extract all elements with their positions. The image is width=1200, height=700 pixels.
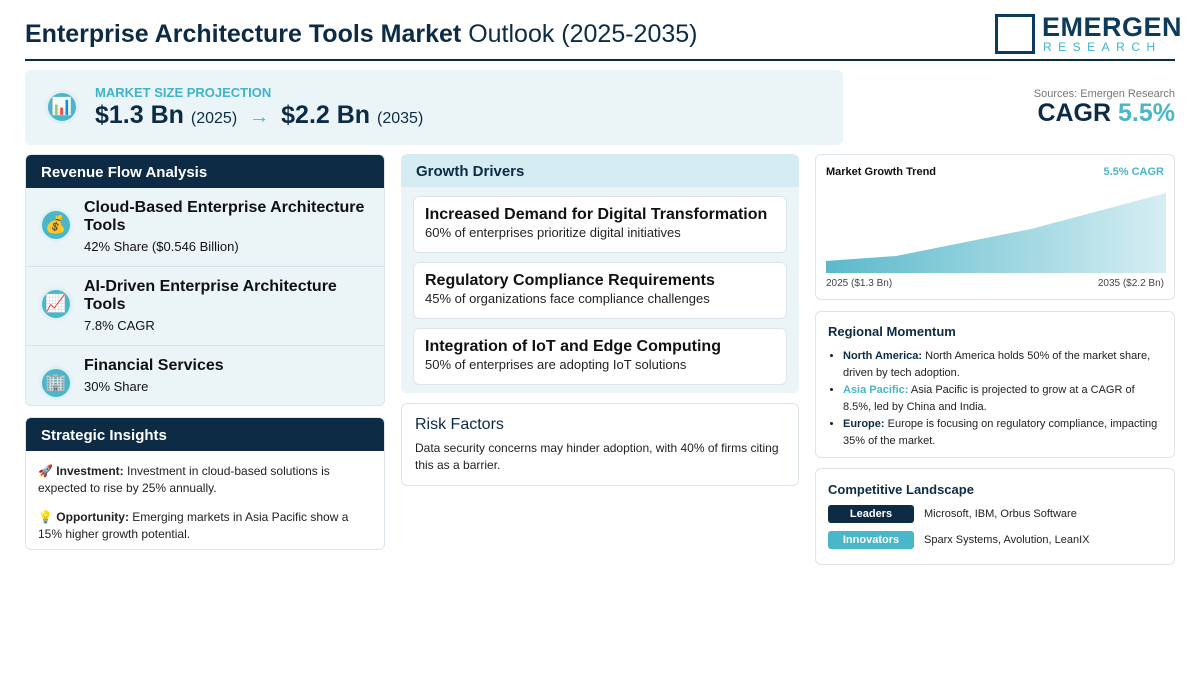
logo: EMERGEN RESEARCH bbox=[995, 12, 1182, 56]
section-title: Strategic Insights bbox=[26, 418, 384, 451]
driver: Increased Demand for Digital Transformat… bbox=[413, 196, 787, 253]
region-list: North America: North America holds 50% o… bbox=[828, 348, 1162, 450]
trend-card: Market Growth Trend 5.5% CAGR 2025 ($1.3… bbox=[815, 154, 1175, 300]
trend-title: Market Growth Trend bbox=[826, 166, 937, 178]
driver-text: 45% of organizations face compliance cha… bbox=[425, 291, 710, 306]
section-title: Growth Drivers bbox=[401, 154, 799, 187]
trend-area bbox=[826, 193, 1166, 273]
risk-factors: Risk Factors Data security concerns may … bbox=[401, 403, 799, 486]
logo-main: EMERGEN bbox=[1042, 12, 1183, 42]
end-value: $2.2 Bn bbox=[281, 101, 371, 129]
region-name: Asia Pacific: bbox=[843, 384, 909, 396]
logo-sub: RESEARCH bbox=[1043, 40, 1162, 54]
region-text: Europe is focusing on regulatory complia… bbox=[843, 418, 1158, 447]
item-icon: 📈 bbox=[39, 287, 73, 321]
projection-icon: 📊 bbox=[45, 90, 79, 124]
trend-start: 2025 ($1.3 Bn) bbox=[826, 278, 893, 289]
region-text: North America holds 50% of the market sh… bbox=[843, 350, 1151, 379]
section-title: Risk Factors bbox=[415, 416, 504, 433]
driver-title: Integration of IoT and Edge Computing bbox=[425, 338, 721, 355]
section-title: Competitive Landscape bbox=[828, 482, 974, 497]
risk-text: Data security concerns may hinder adopti… bbox=[415, 441, 779, 472]
area bbox=[826, 193, 1166, 273]
landscape-row: Innovators Sparx Systems, Avolution, Lean… bbox=[828, 531, 1162, 549]
driver-title: Increased Demand for Digital Transformat… bbox=[425, 206, 768, 223]
driver-title: Regulatory Compliance Requirements bbox=[425, 272, 715, 289]
insight: 🚀 Investment: Investment in cloud-based … bbox=[38, 463, 372, 497]
item-icon: 🏢 bbox=[39, 366, 73, 400]
insight-label: Opportunity: bbox=[56, 510, 129, 524]
growth-drivers: Growth Drivers Increased Demand for Digi… bbox=[401, 154, 799, 393]
title-rest: Outlook (2025-2035) bbox=[468, 20, 698, 48]
cagr-value: 5.5% bbox=[1118, 99, 1175, 127]
item-detail: 42% Share ($0.546 Billion) bbox=[84, 239, 239, 254]
item-detail: 30% Share bbox=[84, 379, 149, 394]
end-year: (2035) bbox=[377, 110, 424, 127]
region-item: Europe: Europe is focusing on regulatory… bbox=[843, 416, 1162, 450]
projection-values: $1.3 Bn (2025) → $2.2 Bn (2035) bbox=[95, 101, 423, 130]
item-icon: 💰 bbox=[39, 208, 73, 242]
section-title: Regional Momentum bbox=[828, 324, 956, 339]
region-item: North America: North America holds 50% o… bbox=[843, 348, 1162, 382]
region-text: Asia Pacific is projected to grow at a C… bbox=[843, 384, 1135, 413]
logo-box bbox=[995, 14, 1035, 54]
projection-label: MARKET SIZE PROJECTION bbox=[95, 85, 272, 100]
companies: Microsoft, IBM, Orbus Software bbox=[924, 508, 1077, 520]
region-name: North America: bbox=[843, 350, 923, 362]
driver: Integration of IoT and Edge Computing 50%… bbox=[413, 328, 787, 385]
landscape-row: Leaders Microsoft, IBM, Orbus Software bbox=[828, 505, 1162, 523]
start-year: (2025) bbox=[190, 110, 238, 127]
competitive-landscape: Competitive Landscape Leaders Microsoft, … bbox=[815, 468, 1175, 565]
page-title: Enterprise Architecture Tools Market Out… bbox=[25, 20, 698, 49]
trend-badge: 5.5% CAGR bbox=[1103, 166, 1164, 178]
region-name: Europe: bbox=[843, 418, 885, 430]
insight-text: Investment in cloud-based solutions is e… bbox=[38, 464, 330, 495]
cagr-label: CAGR bbox=[1037, 99, 1112, 127]
projection-panel: 📊 MARKET SIZE PROJECTION $1.3 Bn (2025) →… bbox=[25, 70, 843, 145]
tier-tag: Innovators bbox=[828, 531, 914, 549]
strategic-insights: Strategic Insights 🚀 Investment: Investm… bbox=[25, 417, 385, 550]
item-detail: 7.8% CAGR bbox=[84, 318, 155, 333]
regional-momentum: Regional Momentum North America: North A… bbox=[815, 311, 1175, 458]
item-name: Financial Services bbox=[84, 357, 224, 374]
cagr: CAGR 5.5% bbox=[1037, 99, 1175, 128]
section-title: Revenue Flow Analysis bbox=[26, 155, 384, 188]
insight-text: Emerging markets in Asia Pacific show a … bbox=[38, 510, 349, 541]
insight-icon: 🚀 bbox=[38, 464, 53, 478]
tier-tag: Leaders bbox=[828, 505, 914, 523]
start-value: $1.3 Bn bbox=[95, 101, 184, 129]
insight-icon: 💡 bbox=[38, 510, 53, 524]
driver: Regulatory Compliance Requirements 45% of… bbox=[413, 262, 787, 319]
insight-label: Investment: bbox=[56, 464, 124, 478]
sources: Sources: Emergen Research bbox=[1033, 88, 1175, 100]
item-name: Cloud-Based Enterprise Architecture Tool… bbox=[84, 199, 365, 234]
arrow: → bbox=[249, 106, 270, 128]
revenue-item: 💰 Cloud-Based Enterprise Architecture Too… bbox=[26, 188, 384, 267]
revenue-item: 🏢 Financial Services 30% Share bbox=[26, 346, 384, 405]
revenue-item: 📈 AI-Driven Enterprise Architecture Tools… bbox=[26, 267, 384, 346]
trend-end: 2035 ($2.2 Bn) bbox=[1097, 278, 1164, 289]
driver-text: 60% of enterprises prioritize digital in… bbox=[425, 225, 681, 240]
item-name: AI-Driven Enterprise Architecture Tools bbox=[84, 278, 337, 313]
insight: 💡 Opportunity: Emerging markets in Asia … bbox=[38, 509, 372, 543]
title-bold: Enterprise Architecture Tools Market bbox=[25, 20, 462, 48]
revenue-flow: Revenue Flow Analysis 💰 Cloud-Based Enter… bbox=[25, 154, 385, 406]
companies: Sparx Systems, Avolution, LeanIX bbox=[924, 534, 1090, 546]
driver-text: 50% of enterprises are adopting IoT solu… bbox=[425, 357, 687, 372]
header-rule bbox=[25, 59, 1175, 61]
region-item: Asia Pacific: Asia Pacific is projected … bbox=[843, 382, 1162, 416]
